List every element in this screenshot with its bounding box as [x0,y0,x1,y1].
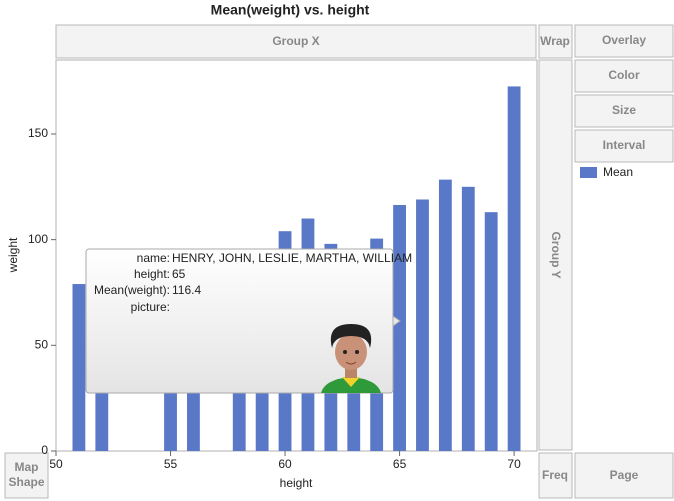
group-y-label: Group Y [549,231,563,278]
x-tick-label: 70 [507,457,521,471]
x-tick-label: 60 [278,457,292,471]
x-tick-label: 65 [393,457,407,471]
bar [461,186,475,452]
element-button[interactable] [574,59,674,93]
tooltip-key: height: [134,267,170,281]
element-label: Overlay [602,33,646,47]
tooltip-pointer [392,315,401,327]
x-axis-label: height [280,476,313,490]
bar [507,86,521,452]
page-label: Page [610,468,639,482]
map-shape-wrap: Map Shape [8,460,45,489]
map-shape-zone[interactable] [4,452,49,499]
wrap-zone[interactable] [538,24,573,59]
tooltip: name: height: Mean(weight): picture: HEN… [85,248,412,394]
tooltip-value: HENRY, JOHN, LESLIE, MARTHA, WILLIAM [172,251,412,265]
bar [393,204,406,451]
element-label: Size [612,103,636,117]
tooltip-key: name: [137,251,170,265]
freq-label: Freq [542,468,568,482]
y-tick-label: 50 [35,337,49,351]
tooltip-value: 116.4 [172,283,201,297]
element-button[interactable] [574,129,674,163]
tooltip-value: 65 [172,267,186,281]
legend-label: Mean [603,165,633,179]
tooltip-key: Mean(weight): [94,283,170,297]
freq-zone[interactable] [538,452,573,499]
group-y-zone[interactable] [538,59,573,451]
wrap-label: Wrap [540,34,570,48]
map-shape-label: Map Shape [8,460,45,489]
group-x-zone[interactable] [55,24,537,59]
y-tick-label: 150 [28,126,48,140]
bar [72,284,86,451]
x-tick-label: 50 [49,457,63,471]
element-label: Color [608,68,640,82]
x-tick-label: 55 [164,457,178,471]
y-tick-label: 100 [28,232,48,246]
page-zone[interactable] [574,452,674,499]
bar [438,179,452,451]
legend-swatch [580,167,597,178]
bar [416,199,429,451]
element-label: Interval [603,138,646,152]
bar [484,212,498,451]
tooltip-key: picture: [131,300,170,314]
tooltip-picture [321,324,381,393]
y-tick-label: 0 [41,443,48,457]
element-button[interactable] [574,94,674,128]
chart-title: Mean(weight) vs. height [211,2,370,18]
y-axis-label: weight [6,237,20,273]
group-x-label: Group X [272,34,319,48]
element-button[interactable] [574,24,674,58]
